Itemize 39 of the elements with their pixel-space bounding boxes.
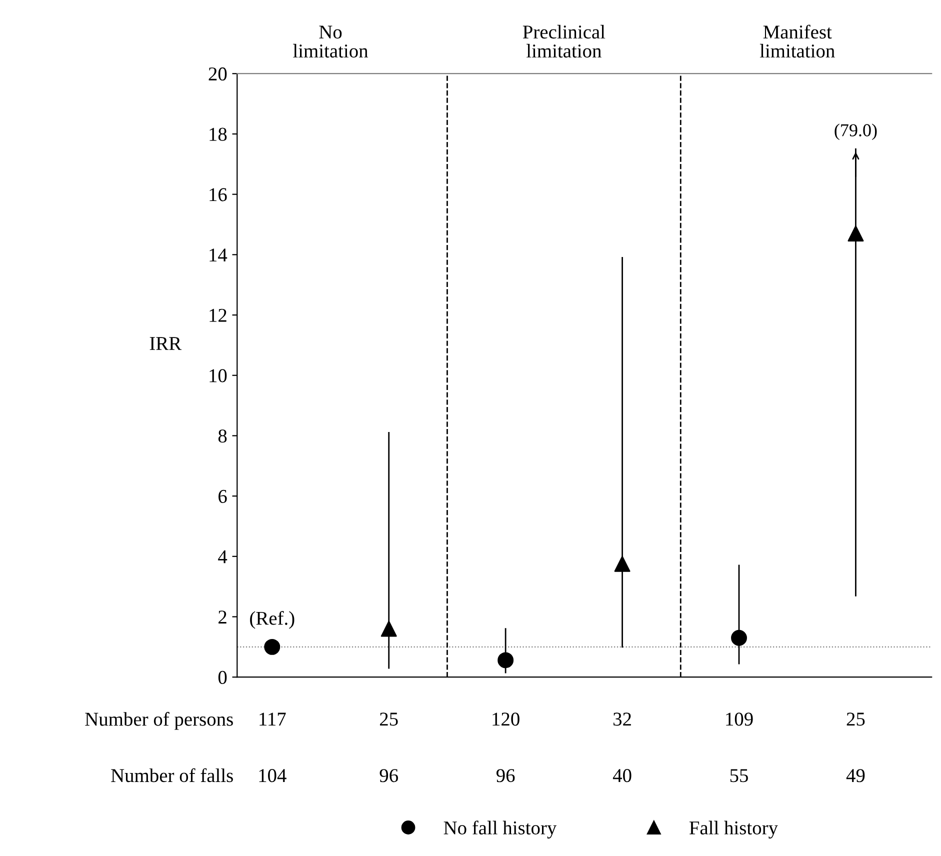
legend-label: Fall history [689,820,778,838]
point [498,652,514,668]
text: 25 [846,712,865,726]
y-tick-label: 4 [218,550,228,564]
text: Manifest limitation [760,24,835,58]
text: 96 [380,769,398,782]
text: 32 [614,712,631,726]
text: Number of persons [85,712,233,730]
y-tick-label: 18 [210,128,227,141]
y-tick-label: 0 [218,670,227,684]
point [848,226,864,242]
text: Number of falls [111,768,233,782]
y-axis-title: IRR [150,337,182,350]
y-tick-label: 12 [210,308,226,322]
text: 49 [846,769,865,782]
annotation: (79.0) [834,124,877,140]
text: 25 [380,712,398,726]
point [264,638,280,655]
text: No limitation [293,26,368,58]
y-tick-label: 2 [218,610,226,624]
text: 120 [492,712,520,726]
text: 40 [612,769,632,782]
y-tick-label: 8 [218,430,227,443]
point [731,630,747,646]
text: 55 [730,769,748,782]
text: Preclinical limitation [522,24,606,58]
y-tick-label: 16 [210,188,227,202]
y-tick-label: 14 [210,248,228,262]
legend-label: No fall history [444,820,557,838]
y-tick-label: 20 [208,67,227,81]
text: 109 [726,712,753,726]
annotation: (Ref.) [250,610,294,629]
y-tick-label: 10 [210,369,227,382]
text: 96 [496,769,515,782]
point [380,620,397,637]
text: 117 [260,712,286,726]
point [614,556,630,572]
y-tick-label: 6 [218,490,227,503]
text: 104 [259,769,286,782]
